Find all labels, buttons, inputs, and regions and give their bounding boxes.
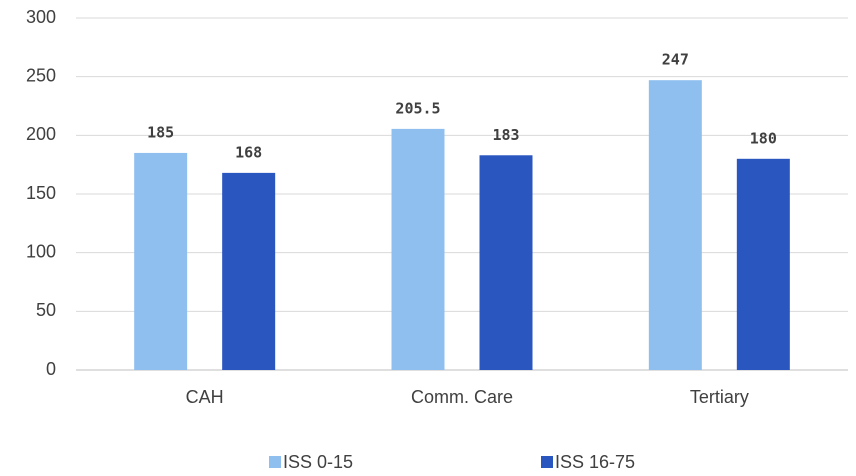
legend-swatch (269, 456, 281, 468)
bar (222, 172, 276, 370)
x-tick-label: CAH (186, 387, 224, 407)
y-tick-label: 50 (36, 300, 56, 320)
x-tick-label: Tertiary (690, 387, 749, 407)
x-tick-label: Comm. Care (411, 387, 513, 407)
y-tick-label: 300 (26, 7, 56, 27)
data-label: 185 (147, 123, 174, 141)
y-tick-label: 150 (26, 183, 56, 203)
y-tick-label: 100 (26, 241, 56, 261)
bar (134, 152, 188, 370)
bar (479, 155, 533, 370)
data-label: 247 (662, 51, 689, 69)
legend-label: ISS 0-15 (283, 452, 353, 472)
data-label: 180 (750, 129, 777, 147)
legend-label: ISS 16-75 (555, 452, 635, 472)
bar (391, 128, 445, 370)
y-tick-label: 0 (46, 359, 56, 379)
bar (648, 80, 702, 370)
data-label: 183 (492, 126, 519, 144)
y-tick-label: 200 (26, 124, 56, 144)
data-label: 168 (235, 143, 262, 161)
data-label: 205.5 (395, 99, 440, 117)
y-tick-label: 250 (26, 65, 56, 85)
legend-swatch (541, 456, 553, 468)
bar (736, 158, 790, 370)
